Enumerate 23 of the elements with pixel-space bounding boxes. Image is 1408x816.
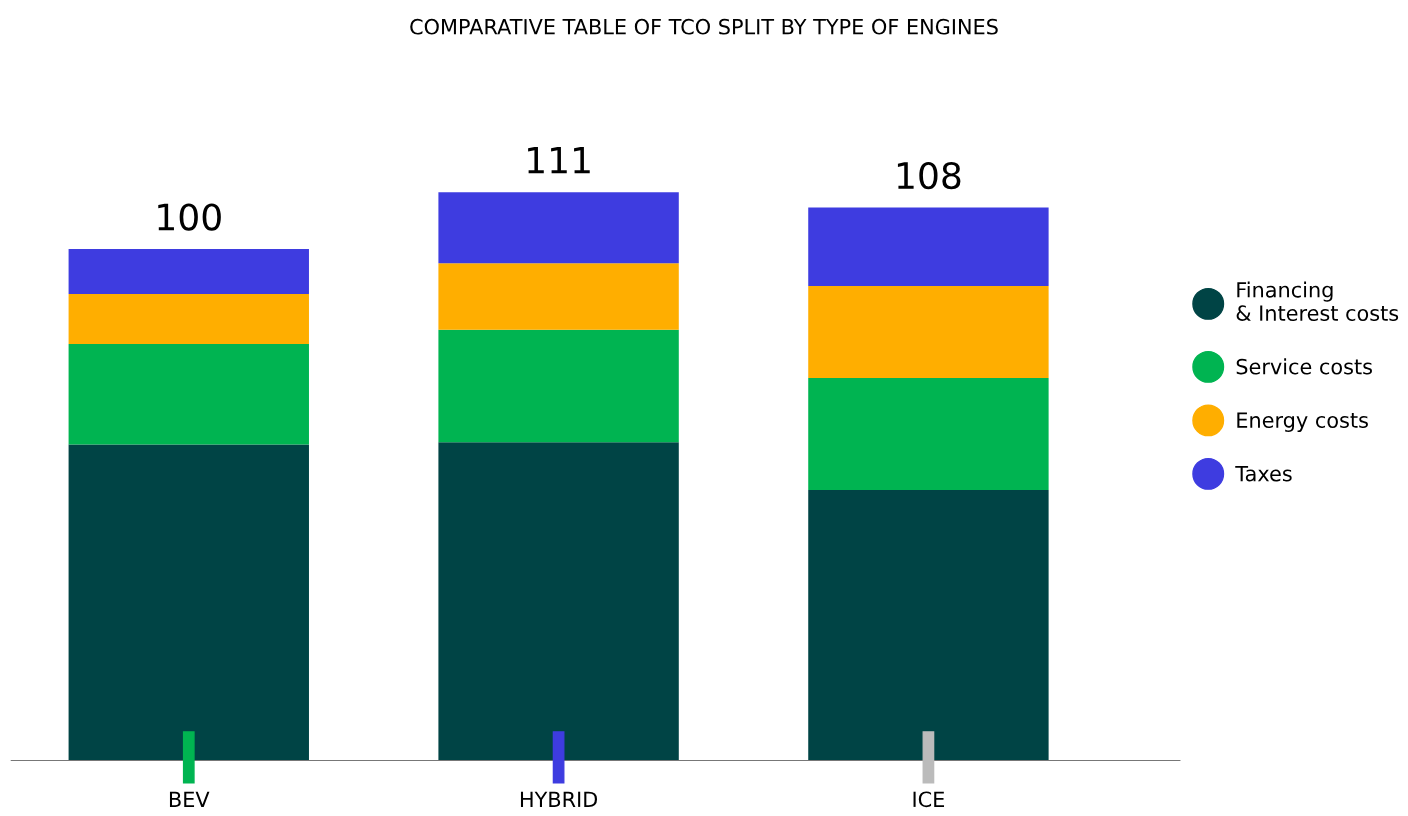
bar (438, 263, 679, 330)
legend-label: Financing & Interest costs (1236, 281, 1399, 321)
bar (808, 207, 1049, 286)
bar (68, 343, 309, 445)
bar (808, 285, 1049, 379)
bar (438, 192, 679, 264)
chart-title: COMPARATIVE TABLE OF TCO SPLIT BY TYPE OF ENGINES (410, 18, 998, 35)
x-tick-label: BEV (169, 791, 210, 807)
bar (68, 293, 309, 344)
legend-label: Energy costs (1237, 412, 1368, 433)
annotation: 111 (528, 147, 590, 174)
bar (808, 490, 1049, 761)
bar (438, 329, 679, 443)
bar (68, 249, 309, 294)
bar (808, 378, 1049, 491)
bar (438, 442, 679, 761)
legend-label: Service costs (1236, 358, 1372, 375)
legend-label: Taxes (1235, 465, 1292, 482)
x-tick-label: ICE (913, 791, 945, 808)
annotation: 100 (158, 203, 221, 231)
bar (68, 444, 309, 761)
annotation: 108 (897, 161, 961, 190)
x-tick-label: HYBRID (520, 791, 598, 807)
